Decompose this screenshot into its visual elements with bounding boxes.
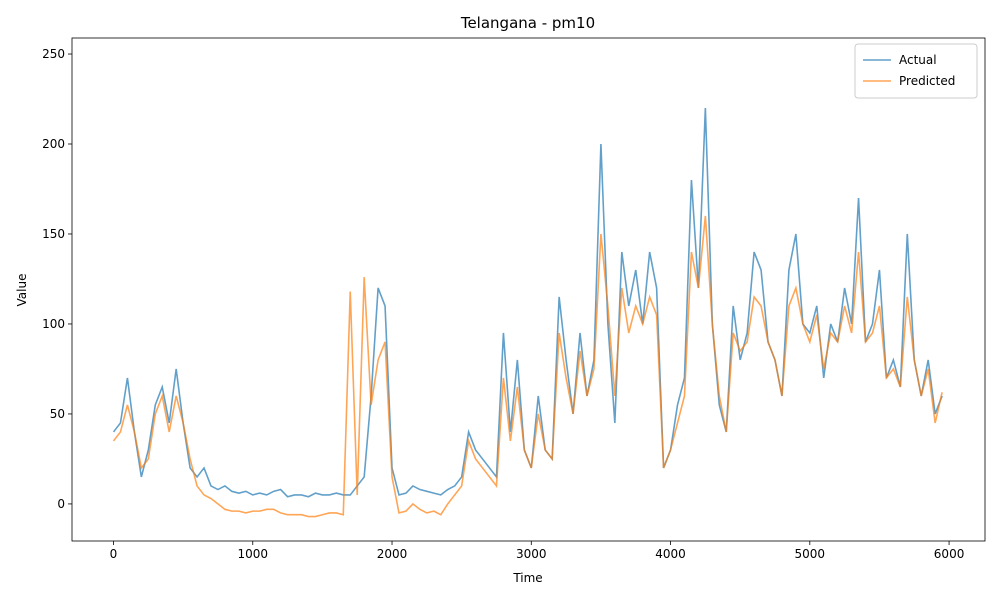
x-axis-label: Time	[512, 571, 542, 585]
x-tick-label: 4000	[655, 547, 686, 561]
y-tick-label: 250	[42, 47, 65, 61]
y-tick-label: 150	[42, 227, 65, 241]
plot-frame	[71, 37, 986, 542]
y-tick-label: 50	[50, 407, 65, 421]
x-tick-label: 6000	[934, 547, 965, 561]
y-tick-label: 100	[42, 317, 65, 331]
x-tick-label: 5000	[795, 547, 826, 561]
y-axis-label: Value	[15, 274, 29, 307]
x-tick-label: 3000	[516, 547, 547, 561]
x-tick-label: 2000	[377, 547, 408, 561]
legend-box	[854, 43, 978, 99]
legend-label: Actual	[899, 53, 937, 67]
x-tick-label: 0	[110, 547, 118, 561]
legend-label: Predicted	[899, 74, 955, 88]
chart-title: Telangana - pm10	[460, 14, 595, 32]
series-line	[112, 215, 943, 518]
y-tick-label: 0	[57, 497, 65, 511]
x-tick-label: 1000	[237, 547, 268, 561]
y-tick-label: 200	[42, 137, 65, 151]
